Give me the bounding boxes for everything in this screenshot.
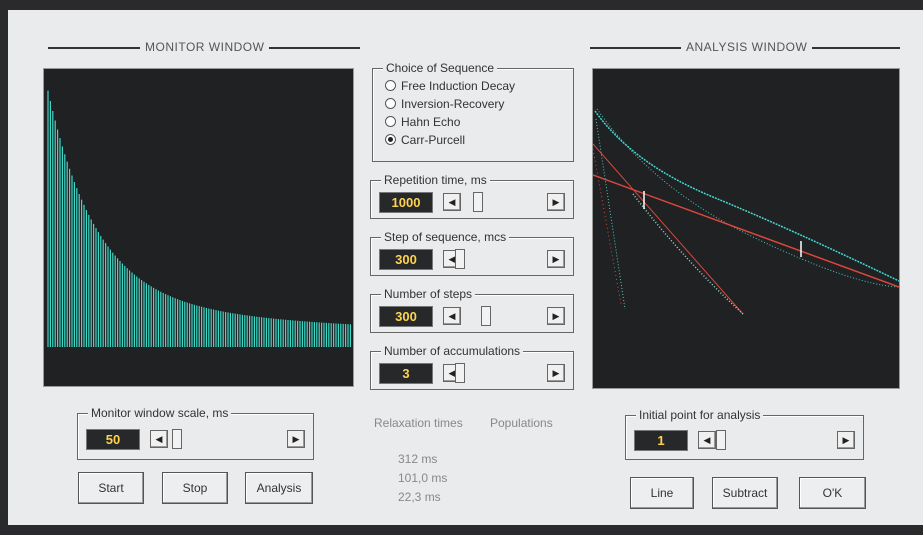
curve: [597, 109, 899, 287]
button[interactable]: Stop: [162, 472, 228, 504]
value-display: 1: [634, 430, 688, 451]
scroll-thumb[interactable]: [455, 363, 465, 383]
group-label: Initial point for analysis: [636, 408, 763, 422]
button[interactable]: Subtract: [712, 477, 778, 509]
scroll-thumb[interactable]: [455, 249, 465, 269]
analysis-title: ANALYSIS WINDOW: [681, 40, 812, 54]
radio-label: Free Induction Decay: [401, 79, 515, 93]
radio-option[interactable]: Free Induction Decay: [385, 79, 515, 93]
value-display: 300: [379, 249, 433, 270]
radio-option[interactable]: Inversion-Recovery: [385, 97, 504, 111]
relaxation-time: 22,3 ms: [398, 490, 441, 504]
button[interactable]: O'K: [799, 477, 866, 509]
scroll-thumb[interactable]: [481, 306, 491, 326]
radio-button[interactable]: [385, 116, 396, 127]
radio-label: Hahn Echo: [401, 115, 460, 129]
scroll-right[interactable]: ▶: [837, 431, 855, 449]
results-header: Relaxation times: [374, 416, 463, 430]
value-display: 1000: [379, 192, 433, 213]
group-label: Repetition time, ms: [381, 173, 490, 187]
scroll-thumb[interactable]: [716, 430, 726, 450]
scroll-thumb[interactable]: [172, 429, 182, 449]
results-header: Populations: [490, 416, 553, 430]
scroll-left[interactable]: ◀: [150, 430, 168, 448]
curve: [593, 149, 621, 304]
scroll-right[interactable]: ▶: [287, 430, 305, 448]
radio-button[interactable]: [385, 80, 396, 91]
monitor-plot: [43, 68, 354, 387]
button[interactable]: Line: [630, 477, 694, 509]
curve: [596, 119, 625, 309]
group-label: Number of steps: [381, 287, 475, 301]
value-display: 3: [379, 363, 433, 384]
relaxation-time: 312 ms: [398, 452, 437, 466]
group-label: Step of sequence, mcs: [381, 230, 509, 244]
scroll-right[interactable]: ▶: [547, 307, 565, 325]
scroll-left[interactable]: ◀: [698, 431, 716, 449]
scroll-right[interactable]: ▶: [547, 193, 565, 211]
group-label: Monitor window scale, ms: [88, 406, 231, 420]
button[interactable]: Analysis: [245, 472, 313, 504]
scroll-thumb[interactable]: [473, 192, 483, 212]
scroll-right[interactable]: ▶: [547, 364, 565, 382]
monitor-title: MONITOR WINDOW: [140, 40, 269, 54]
value-display: 50: [86, 429, 140, 450]
curve: [595, 111, 899, 281]
scroll-right[interactable]: ▶: [547, 250, 565, 268]
radio-button[interactable]: [385, 98, 396, 109]
radio-option[interactable]: Hahn Echo: [385, 115, 460, 129]
value-display: 300: [379, 306, 433, 327]
group-label: Choice of Sequence: [383, 61, 497, 75]
fit-line: [593, 144, 743, 314]
scroll-left[interactable]: ◀: [443, 307, 461, 325]
results: Relaxation times Populations 312 ms 101,0…: [374, 416, 574, 506]
radio-option[interactable]: Carr-Purcell: [385, 133, 465, 147]
application-window: MONITOR WINDOW ANALYSIS WINDOW Choice of…: [8, 10, 923, 525]
radio-button[interactable]: [385, 134, 396, 145]
radio-label: Inversion-Recovery: [401, 97, 504, 111]
button[interactable]: Start: [78, 472, 144, 504]
group-label: Number of accumulations: [381, 344, 523, 358]
radio-label: Carr-Purcell: [401, 133, 465, 147]
fit-line: [593, 175, 899, 287]
scroll-left[interactable]: ◀: [443, 193, 461, 211]
relaxation-time: 101,0 ms: [398, 471, 447, 485]
analysis-plot: [592, 68, 900, 389]
